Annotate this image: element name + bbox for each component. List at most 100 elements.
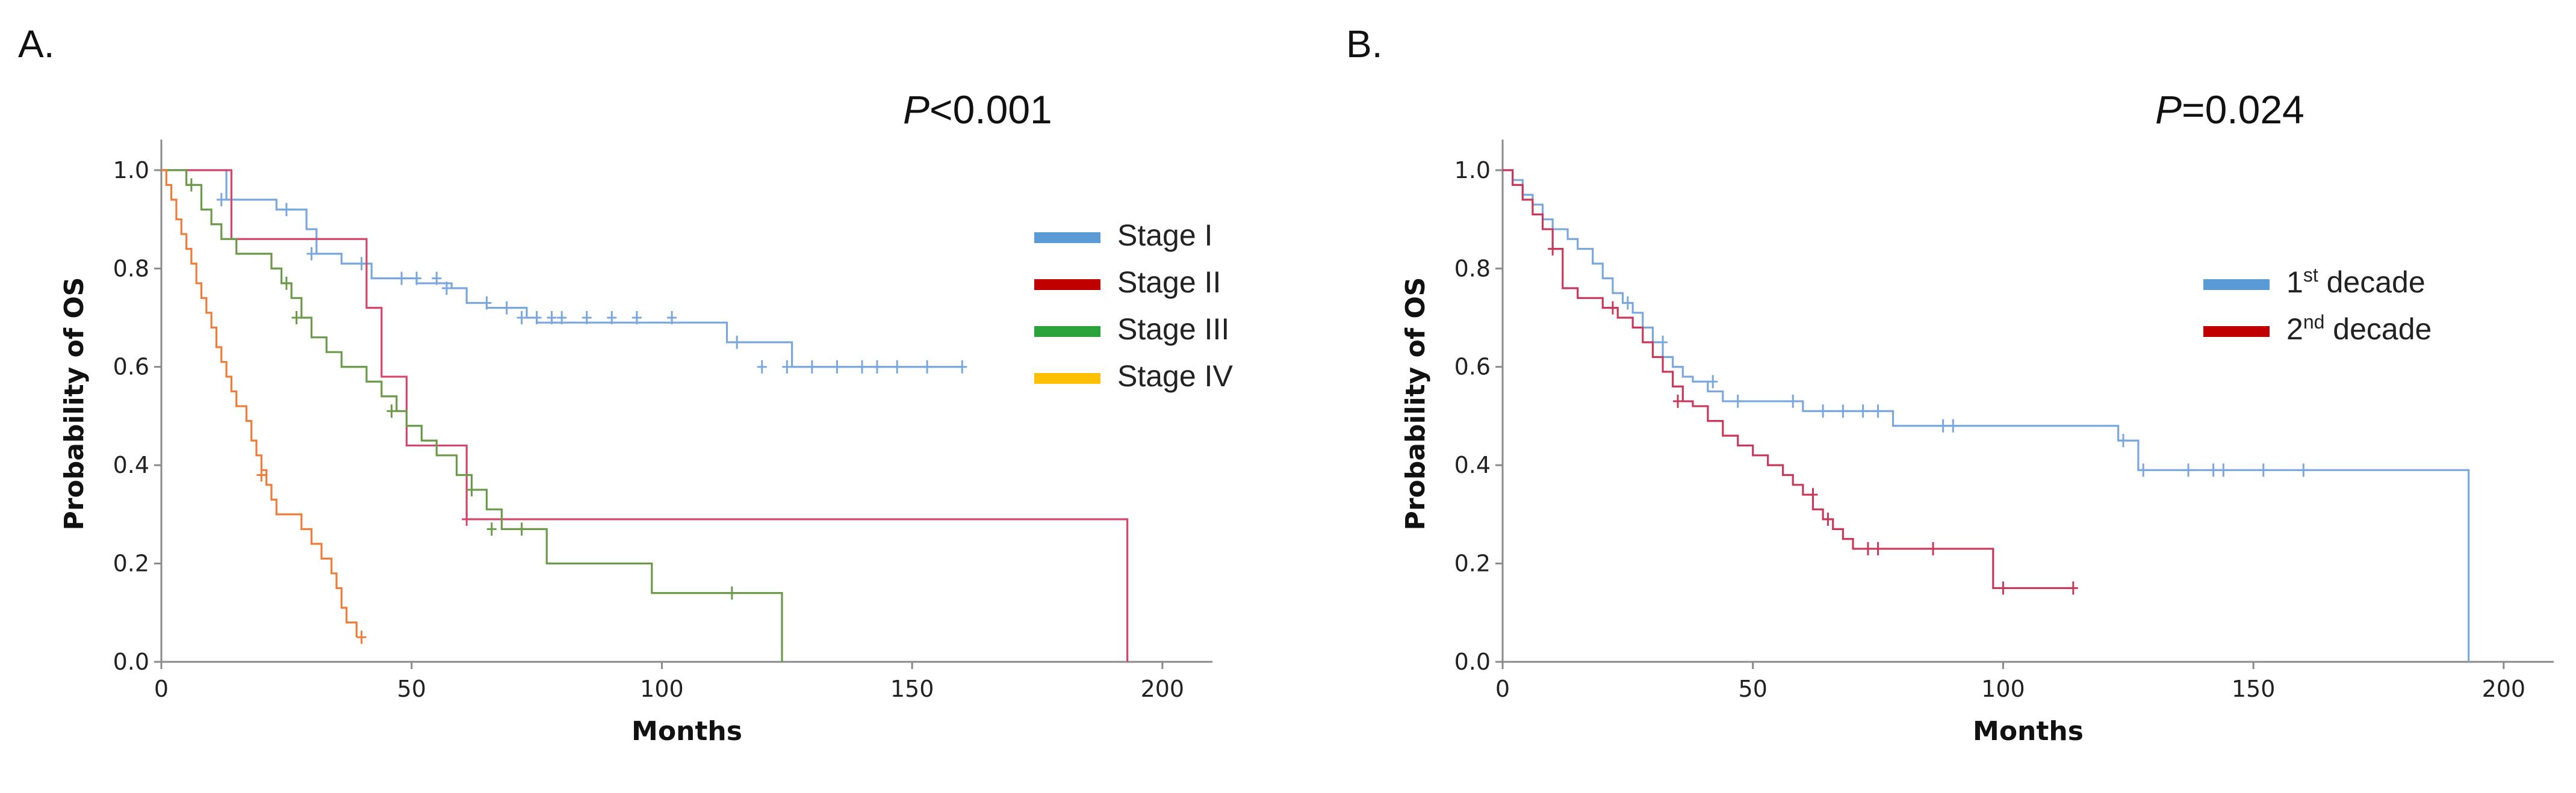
censor-mark <box>2218 463 2229 477</box>
censor-mark <box>1548 242 1558 256</box>
censor-mark <box>1948 419 1958 433</box>
censor-mark <box>291 311 302 324</box>
x-axis-title: Months <box>1973 716 2084 747</box>
chart-panel-a: A. P<0.001 0 50 100 150 200 0.0 0.2 0.4 0.6 0.8 1.0 M… <box>18 22 1233 747</box>
censor-mark <box>872 360 882 374</box>
censor-mark <box>807 360 817 374</box>
p-value-text: =0.024 <box>2182 87 2304 132</box>
legend-label: 1st decade <box>2286 264 2425 299</box>
censor-mark <box>356 631 367 644</box>
censor-mark <box>1823 513 1833 526</box>
censor-mark <box>557 311 567 324</box>
y-tick-label: 0.8 <box>1454 255 1491 282</box>
censor-mark <box>1873 404 1883 418</box>
censor-mark <box>582 311 592 324</box>
censor-mark <box>1733 394 1743 408</box>
censor-mark <box>727 586 737 600</box>
y-tick-label: 0.2 <box>1454 551 1491 577</box>
censor-mark <box>306 247 317 261</box>
y-tick-label: 0.0 <box>1454 649 1491 675</box>
y-tick-label: 0.6 <box>1454 354 1491 380</box>
censor-mark <box>1673 394 1683 408</box>
censor-mark <box>186 178 196 192</box>
censor-mark <box>1708 375 1718 389</box>
censor-mark <box>441 281 452 295</box>
censor-mark <box>356 257 367 271</box>
censor-mark <box>501 301 512 315</box>
panel-label: A. <box>18 22 54 66</box>
survival-curve-stage-ii <box>161 169 1129 662</box>
censor-mark <box>1788 394 1798 408</box>
legend-label: Stage II <box>1117 265 1221 299</box>
x-tick-label: 100 <box>1981 676 2025 702</box>
censor-mark <box>2183 463 2194 477</box>
p-value-letter: P <box>903 87 930 132</box>
censor-mark <box>2138 463 2149 477</box>
censor-mark <box>732 335 742 349</box>
censor-mark <box>857 360 867 374</box>
censor-mark <box>432 271 442 285</box>
x-tick-label: 200 <box>1141 676 1185 702</box>
x-tick-label: 50 <box>1739 676 1768 702</box>
y-tick-label: 0.8 <box>113 255 149 282</box>
censor-mark <box>782 360 792 374</box>
y-tick-label: 0.4 <box>113 452 149 478</box>
legend-label-rest: decade <box>2318 265 2425 299</box>
censor-mark <box>482 296 492 310</box>
censor-mark <box>256 468 267 482</box>
censor-mark <box>632 311 642 324</box>
survival-curve-1st-decade <box>1503 169 2470 662</box>
censor-mark <box>1622 296 1633 310</box>
legend-label: Stage I <box>1117 218 1212 252</box>
legend-label-sup: st <box>2303 264 2318 286</box>
censor-mark <box>532 311 542 324</box>
censor-mark <box>1863 542 1873 556</box>
p-value-text: <0.001 <box>930 87 1052 132</box>
x-tick-label: 200 <box>2482 676 2526 702</box>
survival-curve-2nd-decade <box>1503 169 2073 590</box>
x-tick-label: 150 <box>890 676 934 702</box>
censor-mark <box>757 360 767 374</box>
y-tick-label: 0.6 <box>113 354 149 380</box>
legend-swatch <box>1034 373 1100 384</box>
censor-mark <box>667 311 677 324</box>
censor-mark <box>517 311 527 324</box>
censor-mark <box>1838 404 1848 418</box>
censor-mark <box>832 360 842 374</box>
censor-mark <box>2208 463 2218 477</box>
x-tick-label: 0 <box>154 676 169 702</box>
censor-mark <box>922 360 933 374</box>
censor-mark <box>2068 581 2078 595</box>
censor-mark <box>467 483 477 496</box>
censor-mark <box>1938 419 1948 433</box>
censor-mark <box>281 276 291 290</box>
y-tick-label: 0.0 <box>113 649 149 675</box>
legend-swatch <box>1034 232 1100 243</box>
legend-label: Stage IV <box>1117 359 1233 393</box>
censor-mark <box>1658 335 1668 349</box>
legend-label: 2nd decade <box>2286 311 2432 346</box>
legend-swatch <box>2203 326 2270 337</box>
censor-mark <box>462 513 472 526</box>
censor-mark <box>412 271 422 285</box>
censor-mark <box>2118 434 2128 448</box>
y-tick-label: 1.0 <box>113 157 149 184</box>
y-tick-label: 1.0 <box>1454 157 1491 184</box>
y-axis-title: Probability of OS <box>1400 277 1431 531</box>
p-value: P<0.001 <box>903 87 1052 132</box>
y-tick-label: 0.2 <box>113 551 149 577</box>
x-tick-label: 0 <box>1495 676 1510 702</box>
x-axis-title: Months <box>632 716 742 747</box>
legend-label-base: 1 <box>2286 265 2303 299</box>
legend-label-rest: decade <box>2324 312 2432 346</box>
censor-mark <box>281 203 291 217</box>
censor-mark <box>1858 404 1868 418</box>
censor-mark <box>957 360 967 374</box>
censor-mark <box>607 311 617 324</box>
panel-label: B. <box>1346 22 1382 66</box>
censor-mark <box>1808 488 1818 502</box>
p-value: P=0.024 <box>2155 87 2304 132</box>
legend-swatch <box>1034 326 1100 337</box>
censor-mark <box>517 522 527 536</box>
